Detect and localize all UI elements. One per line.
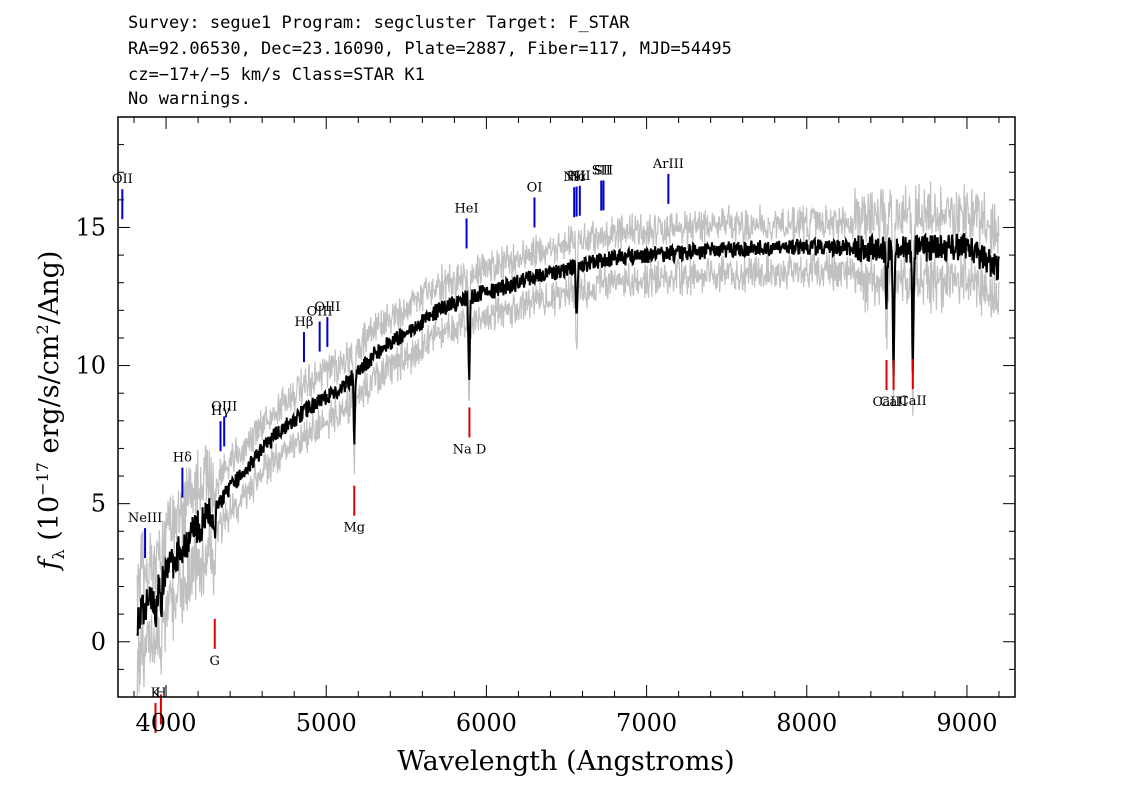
y-label-exp2: 2	[33, 324, 52, 334]
absorption-line-label: H	[155, 686, 166, 701]
emission-line-label: OIII	[314, 300, 340, 315]
absorption-line-label: CaII	[899, 394, 927, 409]
axis-ticks: 4000 5000 6000 7000 8000 9000 0 5 10 15	[75, 117, 1015, 737]
y-tick-label: 5	[91, 490, 106, 518]
header-line-4: No warnings.	[128, 89, 251, 109]
y-tick-label: 10	[75, 352, 106, 380]
x-tick-label: 5000	[296, 709, 357, 737]
absorption-line-label: K	[151, 686, 161, 701]
x-tick-label: 6000	[456, 709, 517, 737]
header-line-2: RA=92.06530, Dec=23.16090, Plate=2887, F…	[128, 39, 732, 59]
flux-line	[136, 232, 1000, 636]
emission-line-label: OIII	[211, 399, 237, 414]
emission-line-label: ArIII	[652, 157, 684, 172]
flux-trace	[136, 232, 1000, 636]
x-tick-label: 9000	[936, 709, 997, 737]
header-line-3: cz=−17+/−5 km/s Class=STAR K1	[128, 65, 425, 85]
noise-band	[136, 181, 1000, 697]
emission-line-label: OI	[527, 180, 543, 195]
emission-line-label: OII	[112, 172, 133, 187]
emission-line-label: Hδ	[173, 451, 192, 466]
y-label-open: (10	[34, 496, 65, 549]
absorption-line-label: CaII	[873, 395, 901, 410]
noise-upper-trace	[136, 181, 1000, 624]
noise-lower-trace	[136, 247, 1000, 697]
plot-frame	[117, 116, 1016, 698]
emission-line-label: NII	[569, 169, 591, 184]
emission-line-label: Hα	[567, 170, 587, 185]
emission-line-label: SII	[592, 164, 611, 179]
emission-line-label: Hβ	[295, 315, 314, 330]
y-tick-label: 0	[91, 628, 106, 656]
y-label-lambda: λ	[49, 549, 68, 559]
emission-line-label: Hγ	[211, 404, 230, 419]
header-line-1: Survey: segue1 Program: segcluster Targe…	[128, 13, 630, 33]
absorption-line-label: G	[210, 654, 220, 669]
emission-line-label: NeIII	[128, 511, 162, 526]
y-label-mid: erg/s/cm	[34, 335, 65, 463]
y-axis-label: fλ (10−17 erg/s/cm2/Ang)	[33, 251, 68, 572]
y-label-exp1: −17	[33, 462, 52, 496]
emission-line-label: HeI	[454, 201, 478, 216]
emission-line-label: SII	[594, 163, 613, 178]
x-tick-label: 8000	[776, 709, 837, 737]
emission-line-label: NII	[563, 170, 585, 185]
y-label-f: f	[34, 555, 65, 571]
x-axis-label: Wavelength (Angstroms)	[397, 746, 734, 777]
svg-text:fλ (10−17 erg/s/cm2/Ang): fλ (10−17 erg/s/cm2/Ang)	[33, 251, 68, 572]
absorption-line-label: Mg	[343, 521, 365, 536]
x-tick-label: 7000	[616, 709, 677, 737]
y-tick-label: 15	[75, 213, 106, 241]
absorption-line-label: CaII	[880, 395, 908, 410]
absorption-line-label: Na D	[453, 442, 487, 457]
y-label-close: /Ang)	[34, 251, 65, 325]
emission-line-label: OIII	[307, 305, 333, 320]
x-tick-label: 4000	[136, 709, 197, 737]
